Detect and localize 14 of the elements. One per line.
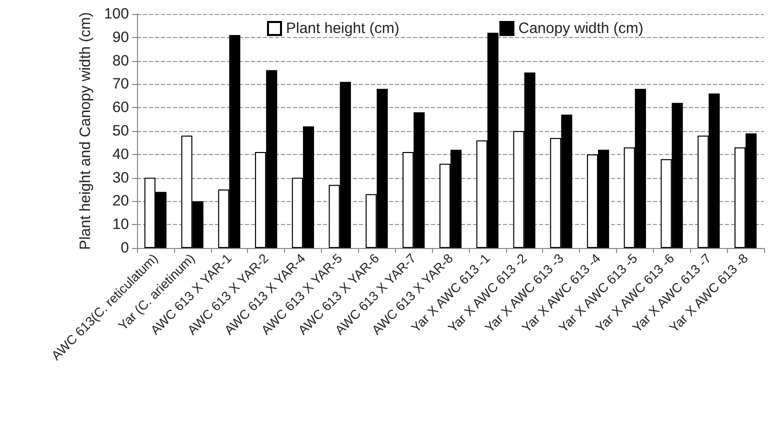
y-tick-label: 10 [112,216,129,234]
y-tick-label: 70 [112,76,129,93]
y-tick-label: 50 [112,122,129,140]
y-axis-title: Plant height and Canopy width (cm) [77,12,94,250]
y-tick-label: 20 [112,192,129,210]
y-tick-label: 100 [104,6,129,22]
y-tick-label: 60 [112,99,129,116]
legend-label: Canopy width (cm) [518,20,644,37]
legend-label: Plant height (cm) [286,20,400,37]
y-tick-label: 80 [112,52,129,70]
y-tick-label: 90 [112,28,129,46]
y-tick-label: 40 [112,146,129,163]
y-tick-label: 30 [112,169,129,186]
y-tick-label: 0 [120,240,129,256]
